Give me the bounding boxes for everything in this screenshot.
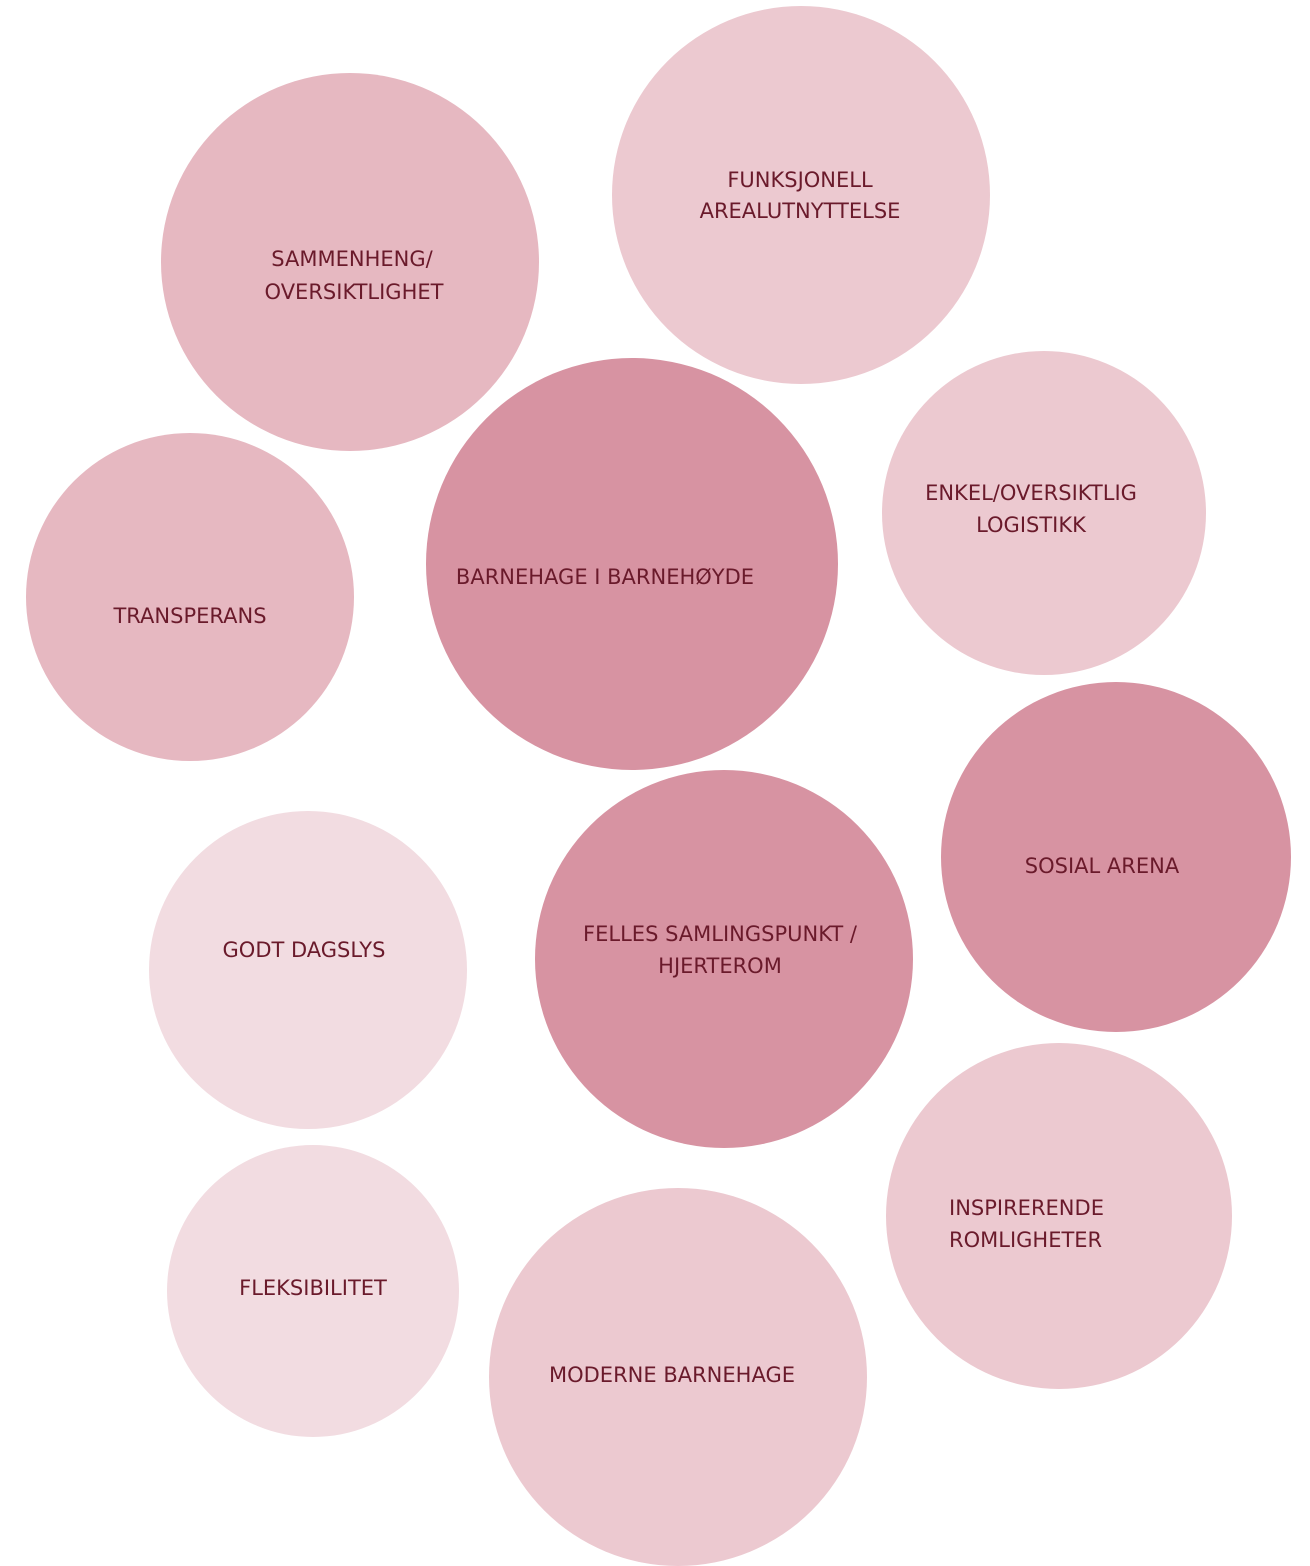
node-label: MODERNE BARNEHAGE [549, 1363, 795, 1387]
node-label: TRANSPERANS [112, 604, 266, 628]
circle [161, 73, 539, 451]
circle [941, 682, 1291, 1032]
node-label: ROMLIGHETER [949, 1228, 1102, 1252]
node-label: FUNKSJONELL [727, 168, 873, 192]
circle [149, 811, 467, 1129]
node-label: ENKEL/OVERSIKTLIG [925, 481, 1137, 505]
node-label: FELLES SAMLINGSPUNKT / [583, 922, 858, 946]
circle [489, 1188, 867, 1566]
circle [167, 1145, 459, 1437]
node-label: FLEKSIBILITET [239, 1276, 387, 1300]
node-label: BARNEHAGE I BARNEHØYDE [456, 565, 754, 589]
circle [886, 1043, 1232, 1389]
node-label: GODT DAGSLYS [223, 938, 386, 962]
circle [535, 770, 913, 1148]
circle [26, 433, 354, 761]
circle [426, 358, 838, 770]
node-label: AREALUTNYTTELSE [700, 199, 901, 223]
circle [612, 6, 990, 384]
node-label: OVERSIKTLIGHET [265, 280, 444, 304]
circle [882, 351, 1206, 675]
node-label: LOGISTIKK [976, 513, 1087, 537]
node-label: INSPIRERENDE [949, 1196, 1104, 1220]
node-label: SOSIAL ARENA [1025, 854, 1180, 878]
node-label: HJERTEROM [658, 954, 782, 978]
node-label: SAMMENHENG/ [271, 247, 433, 271]
